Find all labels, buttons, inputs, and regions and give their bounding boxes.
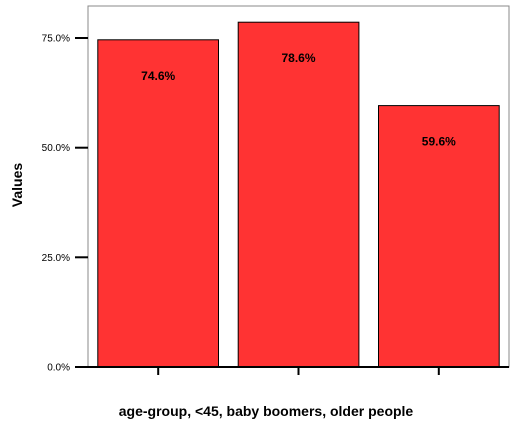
y-tick-label-2: 50.0% xyxy=(42,143,70,154)
y-tick-label-0: 0.0% xyxy=(47,363,70,374)
data-label-1: 74.6% xyxy=(141,69,175,83)
y-axis-title: Values xyxy=(9,163,25,208)
data-label-3: 59.6% xyxy=(422,135,456,149)
bar-2 xyxy=(237,21,360,368)
y-tick-label-1: 25.0% xyxy=(42,253,70,264)
y-axis-ticks: 0.0% 25.0% 50.0% 75.0% xyxy=(42,34,88,374)
x-axis-ticks xyxy=(157,367,440,375)
bar-3 xyxy=(378,105,500,368)
bar-1 xyxy=(97,39,219,368)
y-tick-label-3: 75.0% xyxy=(42,34,70,45)
x-axis-title: age-group, <45, baby boomers, older peop… xyxy=(119,403,414,419)
data-labels-group: 74.6% 78.6% 59.6% xyxy=(141,51,456,148)
bars-group xyxy=(97,21,500,368)
data-label-2: 78.6% xyxy=(281,51,315,65)
